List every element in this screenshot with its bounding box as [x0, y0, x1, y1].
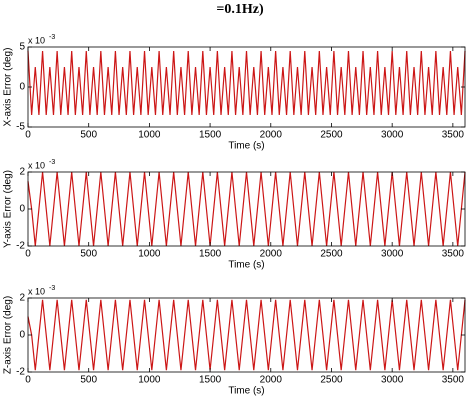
y-tick-label: 2 [19, 167, 25, 178]
x-tick-label: 1500 [199, 249, 222, 260]
x-tick-label: 2500 [320, 375, 343, 386]
x-tick-label: 1500 [199, 130, 222, 141]
x-tick-label: 2500 [320, 249, 343, 260]
data-line [27, 50, 466, 116]
x-tick-label: 1000 [138, 375, 161, 386]
x-tick-label: 1000 [138, 249, 161, 260]
axis-multiplier: x 10 [28, 160, 45, 170]
x-tick-label: 2000 [260, 249, 283, 260]
y-tick-label: 5 [19, 42, 25, 53]
axes-box [27, 171, 466, 247]
x-tick-label: 500 [80, 375, 97, 386]
x-tick-label: 2000 [260, 130, 283, 141]
x-tick-label: 0 [25, 375, 31, 386]
y-axis-label: Z-axis Error (deg) [3, 296, 14, 374]
x-tick-label: 3500 [442, 249, 465, 260]
y-tick-label: 0 [19, 330, 25, 341]
x-tick-label: 1500 [199, 375, 222, 386]
x-tick-label: 3000 [381, 249, 404, 260]
axis-multiplier-exponent: -3 [49, 34, 55, 41]
axis-multiplier-exponent: -3 [49, 285, 55, 292]
y-tick-label: 0 [19, 204, 25, 215]
y-tick-label: -2 [16, 241, 25, 252]
x-axis-label: Time (s) [228, 386, 264, 397]
data-line [27, 171, 466, 247]
x-tick-label: 3000 [381, 130, 404, 141]
x-tick-label: 500 [80, 249, 97, 260]
axes-box [27, 297, 466, 373]
figure-title: =0.1Hz) [216, 2, 264, 17]
y-tick-label: -2 [16, 367, 25, 378]
y-axis-label: X-axis Error (deg) [3, 48, 14, 127]
x-tick-label: 3500 [442, 130, 465, 141]
y-tick-label: 0 [19, 82, 25, 93]
x-tick-label: 1000 [138, 130, 161, 141]
y-tick-label: -5 [16, 122, 25, 133]
x-tick-label: 3500 [442, 375, 465, 386]
x-tick-label: 2500 [320, 130, 343, 141]
x-tick-label: 0 [25, 130, 31, 141]
y-axis-label: Y-axis Error (deg) [3, 170, 14, 248]
x-tick-label: 3000 [381, 375, 404, 386]
data-line [27, 299, 466, 371]
x-tick-label: 500 [80, 130, 97, 141]
y-tick-label: 2 [19, 293, 25, 304]
axis-multiplier: x 10 [28, 35, 45, 45]
axis-multiplier: x 10 [28, 286, 45, 296]
x-axis-label: Time (s) [228, 260, 264, 271]
x-tick-label: 0 [25, 249, 31, 260]
x-tick-label: 2000 [260, 375, 283, 386]
axis-multiplier-exponent: -3 [49, 159, 55, 166]
x-axis-label: Time (s) [228, 141, 264, 152]
